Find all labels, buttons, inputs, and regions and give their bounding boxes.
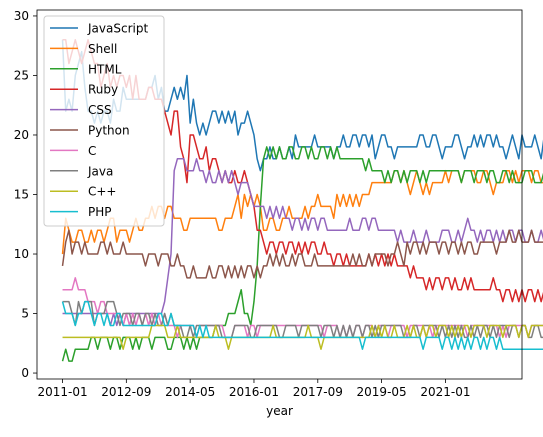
- x-tick-label: 2016-01: [229, 385, 279, 399]
- x-axis-label: year: [266, 404, 293, 418]
- x-tick-label: 2021-01: [420, 385, 470, 399]
- legend-label: Ruby: [88, 83, 118, 97]
- x-tick-label: 2017-09: [293, 385, 343, 399]
- legend-label: JavaScript: [87, 22, 148, 36]
- y-axis: 0 5 10 15 20 25 30: [14, 9, 37, 380]
- legend-label: Python: [88, 124, 130, 138]
- legend-label: C: [88, 144, 96, 158]
- x-tick-label: 2019-05: [357, 385, 407, 399]
- x-axis: 2011-01 2012-09 2014-05 2016-01 2017-09 2019-…: [37, 379, 470, 399]
- series-line-5: [61, 229, 543, 279]
- y-tick-label: 10: [14, 247, 29, 261]
- y-tick-label: 0: [21, 366, 29, 380]
- y-tick-label: 30: [14, 9, 29, 23]
- x-tick-label: 2011-01: [37, 385, 87, 399]
- series-line-9: [61, 300, 543, 350]
- legend-label: PHP: [88, 205, 112, 219]
- legend-label: CSS: [88, 103, 112, 117]
- legend: JavaScript Shell HTML Ruby CSS Python C Java C++…: [43, 15, 165, 227]
- legend-label: HTML: [88, 62, 122, 76]
- series-line-2: [61, 146, 543, 362]
- x-tick-label: 2012-09: [101, 385, 151, 399]
- series-line-7: [62, 300, 543, 339]
- legend-label: C++: [88, 185, 117, 199]
- legend-label: Shell: [88, 42, 117, 56]
- y-tick-label: 5: [21, 307, 29, 321]
- y-tick-label: 25: [14, 68, 29, 82]
- legend-label: Java: [87, 164, 113, 178]
- y-tick-label: 15: [14, 188, 29, 202]
- x-tick-label: 2014-05: [165, 385, 215, 399]
- y-tick-label: 20: [14, 128, 29, 142]
